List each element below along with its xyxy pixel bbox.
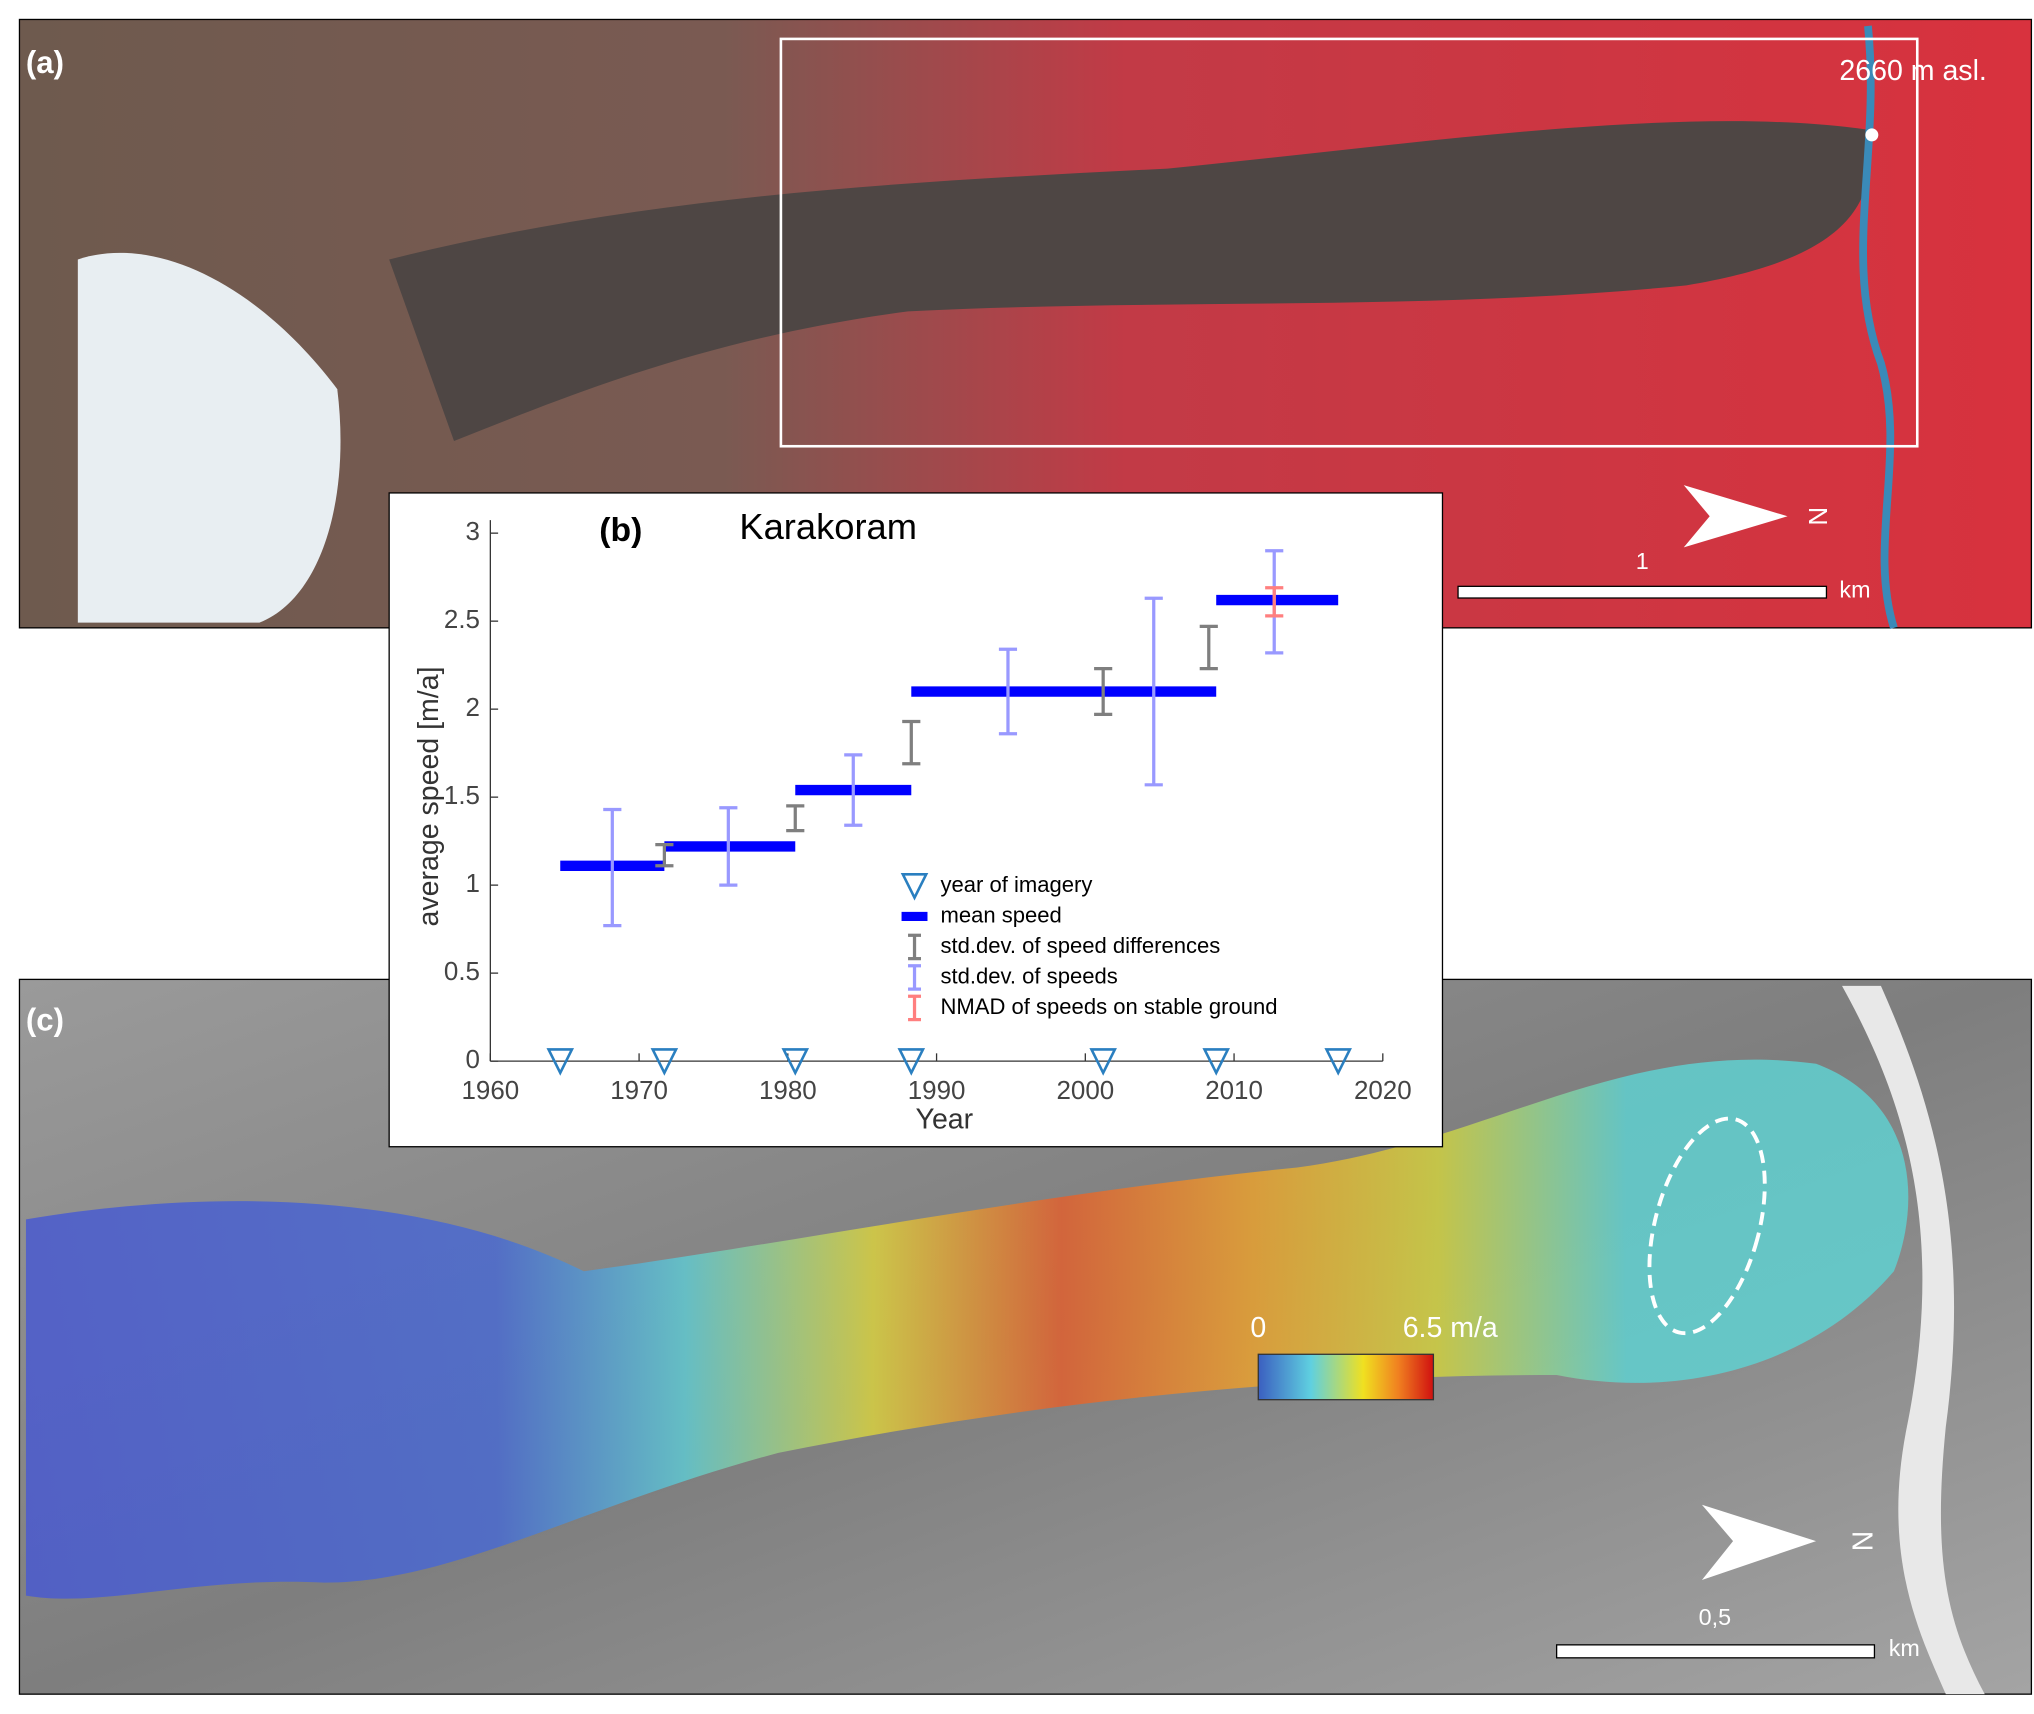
error-bar xyxy=(902,719,921,766)
y-axis-label: average speed [m/a] xyxy=(413,667,445,927)
y-tick-label: 1.5 xyxy=(444,782,480,810)
x-tick-label: 1960 xyxy=(461,1077,519,1105)
y-tick-label: 3 xyxy=(466,518,480,546)
x-tick-label: 1970 xyxy=(610,1077,668,1105)
x-tick-label: 1980 xyxy=(759,1077,817,1105)
river-bed xyxy=(1842,985,1985,1695)
panel-b: (b) Karakoram Year average speed [m/a] 0… xyxy=(388,492,1444,1148)
error-bar xyxy=(603,807,622,928)
panel-label: (c) xyxy=(26,1002,64,1037)
y-tick-label: 0.5 xyxy=(444,958,480,986)
scale-value: 0,5 xyxy=(1699,1604,1731,1630)
velocity-field xyxy=(25,1059,1909,1599)
panel-label: (b) xyxy=(599,511,642,549)
error-bar xyxy=(655,843,674,868)
scale-value: 1 xyxy=(1636,548,1649,574)
north-arrow xyxy=(1683,485,1788,548)
glacier-body xyxy=(389,121,1871,442)
legend-label: NMAD of speeds on stable ground xyxy=(940,994,1277,1019)
legend-label: year of imagery xyxy=(940,872,1092,897)
legend-marker xyxy=(900,873,929,901)
error-bar xyxy=(786,804,805,833)
elevation-label: 2660 m asl. xyxy=(1839,55,1986,87)
panel-label: (a) xyxy=(26,45,64,80)
scale-unit: km xyxy=(1839,577,1870,603)
scale-bar xyxy=(1555,1644,1876,1659)
y-tick-label: 1 xyxy=(466,870,480,898)
imagery-marker xyxy=(546,1048,575,1076)
dashed-outline xyxy=(1647,1116,1767,1336)
imagery-marker xyxy=(650,1048,679,1076)
snow-field xyxy=(77,252,341,623)
north-label: N xyxy=(1846,1531,1878,1552)
legend-label: std.dev. of speed differences xyxy=(940,933,1220,958)
error-bar xyxy=(1199,624,1218,671)
north-label: N xyxy=(1803,507,1831,526)
colorbar-min: 0 xyxy=(1250,1312,1266,1344)
imagery-marker xyxy=(781,1048,810,1076)
imagery-marker xyxy=(1324,1048,1352,1076)
x-tick-label: 1990 xyxy=(908,1077,966,1105)
x-tick-label: 2010 xyxy=(1205,1077,1263,1105)
x-axis-label: Year xyxy=(916,1103,974,1135)
x-tick-label: 2020 xyxy=(1354,1077,1412,1105)
scale-bar xyxy=(1457,585,1828,599)
north-arrow xyxy=(1701,1504,1817,1580)
y-tick-label: 0 xyxy=(466,1046,480,1074)
error-bar xyxy=(1265,586,1284,618)
chart-title: Karakoram xyxy=(739,506,917,547)
x-tick-label: 2000 xyxy=(1056,1077,1114,1105)
error-bar xyxy=(998,647,1018,736)
colorbar-max: 6.5 m/a xyxy=(1403,1312,1498,1344)
legend-label: std.dev. of speeds xyxy=(940,963,1117,988)
imagery-marker xyxy=(1202,1048,1230,1076)
y-tick-label: 2.5 xyxy=(444,606,480,634)
error-bar xyxy=(1094,667,1113,717)
error-bar xyxy=(1144,596,1163,787)
error-bar xyxy=(719,806,738,887)
point-marker xyxy=(1865,128,1879,142)
y-tick-label: 2 xyxy=(466,694,480,722)
error-bar xyxy=(844,753,863,827)
legend-label: mean speed xyxy=(940,902,1061,927)
imagery-marker xyxy=(897,1048,926,1076)
imagery-marker xyxy=(1089,1048,1117,1076)
extent-box xyxy=(779,37,1919,448)
colorbar xyxy=(1257,1353,1435,1401)
scale-unit: km xyxy=(1889,1635,1920,1661)
